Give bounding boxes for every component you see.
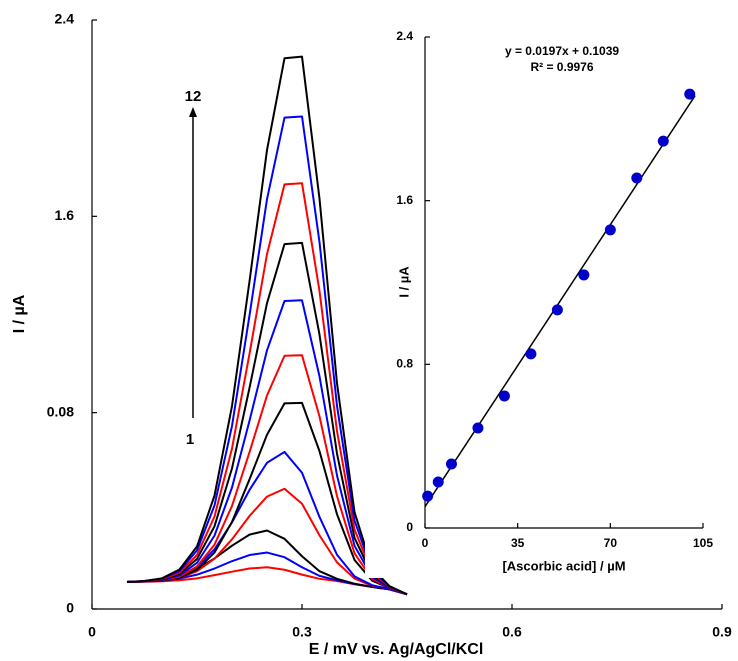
curve (126, 299, 408, 596)
arrow-head (189, 107, 197, 117)
fit-line (424, 95, 696, 508)
y-tick-label: 0 (406, 520, 413, 534)
x-axis-label: E / mV vs. Ag/AgCl/KCl (309, 641, 484, 658)
point (604, 224, 616, 236)
x-tick-label: 0.6 (502, 624, 522, 640)
curve (126, 182, 408, 596)
x-tick-label: 70 (604, 536, 618, 550)
y-tick-label: 2.4 (396, 29, 413, 43)
x-tick-label: 35 (511, 536, 525, 550)
point (432, 476, 444, 488)
point (445, 458, 457, 470)
curve (126, 55, 408, 596)
y-tick-label: 0.8 (396, 357, 413, 371)
y-axis-label: I / µA (11, 294, 28, 333)
point (472, 422, 484, 434)
point (551, 304, 563, 316)
annotation: R² = 0.9976 (530, 60, 593, 74)
annotation: y = 0.0197x + 0.1039 (505, 44, 619, 58)
x-axis-label: [Ascorbic acid] / µM (502, 558, 625, 573)
y-axis-label: I / µA (396, 266, 411, 298)
annotation: 12 (185, 88, 202, 105)
point (422, 490, 434, 502)
annotation: 1 (186, 431, 194, 448)
x-tick-label: 0.3 (292, 624, 312, 640)
point (525, 348, 537, 360)
x-tick-label: 105 (693, 536, 713, 550)
point (631, 172, 643, 184)
y-tick-label: 1.6 (396, 193, 413, 207)
y-tick-label: 0.08 (47, 403, 74, 419)
point (578, 269, 590, 281)
point (684, 88, 696, 100)
x-tick-label: 0 (88, 624, 96, 640)
x-tick-label: 0.9 (712, 624, 732, 640)
point (657, 135, 669, 147)
point (498, 390, 510, 402)
y-tick-label: 0 (66, 600, 74, 616)
y-tick-label: 1.6 (55, 207, 75, 223)
x-tick-label: 0 (422, 536, 429, 550)
inset-background (365, 25, 718, 578)
y-tick-label: 2.4 (55, 11, 75, 27)
